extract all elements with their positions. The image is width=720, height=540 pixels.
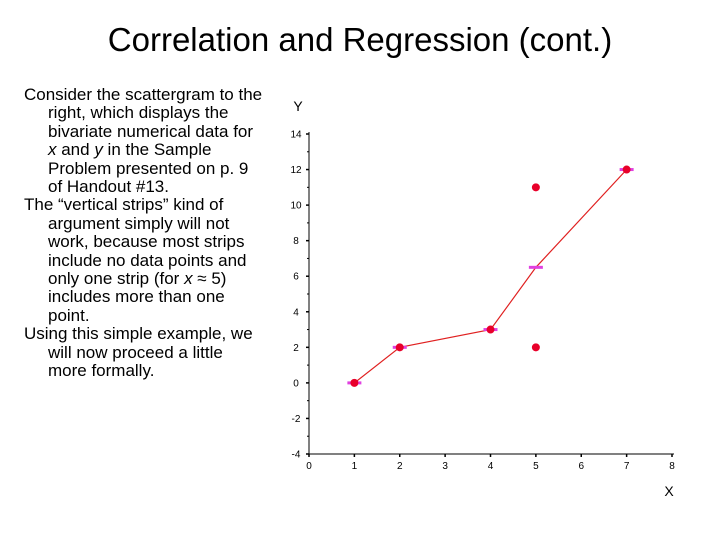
x-tick-label: 0 <box>306 461 312 472</box>
data-point <box>622 165 631 174</box>
y-tick-label: 0 <box>293 378 299 389</box>
x-tick-label: 8 <box>669 461 675 472</box>
data-point <box>395 343 404 352</box>
y-tick-label: 8 <box>293 236 299 247</box>
data-point <box>531 343 540 352</box>
x-tick-label: 4 <box>488 461 494 472</box>
x-tick-label: 5 <box>533 461 539 472</box>
x-tick-label: 6 <box>578 461 584 472</box>
y-tick-label: 12 <box>290 165 302 176</box>
y-tick-label: 6 <box>293 272 299 283</box>
y-tick-label: 4 <box>293 307 299 318</box>
y-tick-label: 14 <box>290 130 302 141</box>
y-tick-label: -4 <box>292 450 301 461</box>
bullet-1: Consider the scattergram to the right, w… <box>24 85 263 197</box>
data-point <box>531 183 540 192</box>
regression-line <box>354 169 628 384</box>
bullet-list: Consider the scattergram to the right, w… <box>24 85 266 381</box>
data-point <box>350 378 359 387</box>
x-tick-label: 1 <box>352 461 358 472</box>
bullet-3: Using this simple example, we will now p… <box>24 324 253 381</box>
y-tick-label: -2 <box>292 414 301 425</box>
y-axis-label: Y <box>293 98 303 114</box>
x-axis-label: X <box>664 483 674 499</box>
slide-title: Correlation and Regression (cont.) <box>107 21 613 58</box>
y-tick-label: 10 <box>290 201 302 212</box>
y-tick-label: 2 <box>293 343 299 354</box>
data-point <box>486 325 495 334</box>
line-marker <box>528 265 543 269</box>
x-tick-label: 3 <box>442 461 448 472</box>
bullet-2: The “vertical strips” kind of argument s… <box>24 195 247 325</box>
x-tick-label: 7 <box>624 461 630 472</box>
x-tick-label: 2 <box>397 461 403 472</box>
